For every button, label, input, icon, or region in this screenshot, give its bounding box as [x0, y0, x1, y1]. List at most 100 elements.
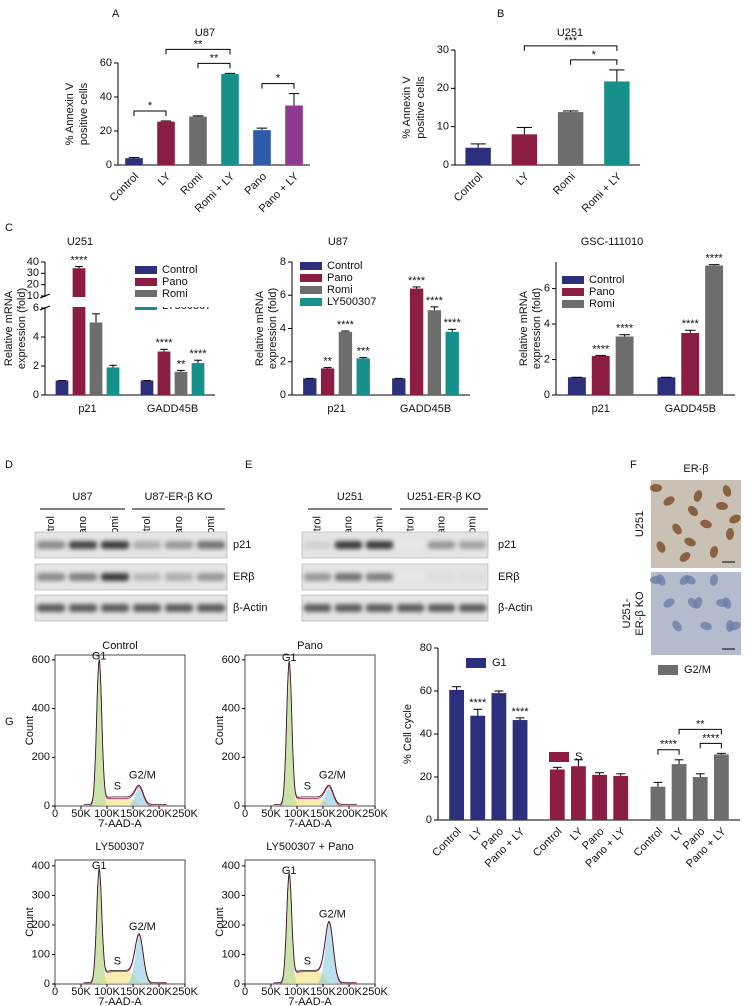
y-tick-label: 8	[280, 256, 286, 268]
bar	[125, 158, 143, 165]
cell	[679, 552, 691, 562]
legend-swatch	[300, 262, 322, 270]
blot-band	[68, 541, 98, 549]
legend-swatch	[562, 288, 584, 296]
significance-label: **	[210, 52, 219, 64]
y-axis-label: Count	[214, 907, 226, 936]
blot-band	[100, 541, 130, 549]
bar	[557, 112, 584, 165]
bar	[157, 351, 171, 395]
cell	[663, 598, 675, 608]
ihc-row-label: U251	[634, 511, 646, 537]
peak-label: G2/M	[129, 770, 156, 782]
x-tick-label: Romi + LY	[580, 170, 625, 215]
cell	[700, 519, 712, 529]
y-tick-label: 400	[32, 860, 50, 872]
bar	[106, 367, 120, 395]
x-tick-label: 0	[52, 808, 58, 820]
flow-fit	[83, 869, 167, 984]
bar	[221, 74, 239, 165]
significance-label: *	[592, 49, 597, 61]
flow-fit	[273, 971, 357, 984]
flow-fit	[273, 662, 357, 806]
significance-label: ****	[155, 337, 173, 349]
legend-label: G2/M	[684, 664, 711, 676]
x-tick-label: Control	[632, 826, 666, 860]
x-tick-label: 50K	[71, 808, 91, 820]
cell	[687, 505, 699, 517]
x-tick-label: 200K	[146, 808, 172, 820]
bar	[55, 380, 69, 395]
chart-title: U251	[67, 236, 93, 248]
y-tick-label: 4	[280, 322, 286, 334]
x-tick-label: 150K	[120, 986, 146, 998]
blot-band	[458, 604, 487, 612]
x-tick-label: 250K	[362, 808, 388, 820]
peak-label: G2/M	[319, 770, 346, 782]
y-tick-label: 200	[32, 751, 50, 763]
legend-swatch	[135, 290, 157, 298]
y-axis-label: Relative mRNA	[518, 290, 530, 366]
blot-band	[334, 541, 363, 549]
y-tick-label: 20	[100, 125, 112, 137]
blot-strip	[301, 531, 489, 559]
y-tick-label: 80	[420, 642, 432, 654]
bar	[511, 134, 538, 165]
cell	[663, 496, 675, 506]
ihc-title: ER-β	[683, 463, 708, 475]
significance-label: ****	[616, 323, 634, 335]
significance-label: ****	[511, 706, 529, 718]
y-tick-label: 0	[106, 159, 112, 171]
blot-band	[427, 541, 456, 549]
blot-strip	[34, 563, 228, 591]
blot-band	[365, 541, 394, 549]
y-tick-label: 0	[280, 389, 286, 401]
x-tick-label: 0	[242, 986, 248, 998]
bar	[449, 689, 465, 820]
y-tick-label: 100	[32, 948, 50, 960]
bar	[571, 766, 586, 820]
bar	[427, 310, 442, 395]
x-tick-label: Control	[531, 826, 565, 860]
ihc-row-label: ER-β KO	[634, 591, 646, 636]
blot-band	[196, 541, 226, 549]
significance-label: ****	[426, 295, 444, 307]
cell	[700, 621, 712, 631]
y-tick-label: 0	[234, 978, 240, 990]
break-mark	[39, 293, 51, 299]
flow-curve	[83, 659, 167, 805]
bar	[613, 775, 629, 820]
x-tick-label: LY	[514, 170, 532, 188]
bar	[705, 265, 724, 395]
y-tick-label: 20	[27, 279, 39, 291]
x-axis-label: 7-AAD-A	[98, 996, 142, 1006]
blot-band	[196, 573, 226, 581]
x-tick-label: Control	[452, 171, 486, 205]
bar	[681, 332, 700, 395]
panel-label: E	[245, 459, 252, 471]
significance-bracket	[133, 110, 167, 116]
blot-band	[396, 541, 425, 549]
x-tick-label: 50K	[261, 986, 281, 998]
blot-row-label: β-Actin	[498, 602, 532, 614]
significance-bracket	[197, 62, 231, 69]
blot-band	[132, 604, 162, 612]
break-mark	[39, 305, 51, 311]
x-tick-label: 200K	[336, 986, 362, 998]
panel-label: A	[112, 8, 120, 20]
bar	[650, 786, 666, 820]
blot-band	[303, 604, 332, 612]
flow-curve	[273, 660, 357, 805]
blot-band	[36, 541, 66, 549]
x-tick-label: GADD45B	[400, 403, 451, 415]
significance-label: ****	[70, 254, 88, 266]
bar	[592, 774, 607, 820]
legend-swatch	[300, 286, 322, 294]
x-tick-label: p21	[327, 403, 345, 415]
x-tick-label: Romi	[179, 171, 206, 198]
blot-group-label: U87-ER-β KO	[144, 491, 213, 503]
y-tick-label: 0	[234, 800, 240, 812]
bar	[470, 715, 486, 820]
significance-label: **	[194, 38, 203, 50]
y-tick-label: 100	[222, 948, 240, 960]
